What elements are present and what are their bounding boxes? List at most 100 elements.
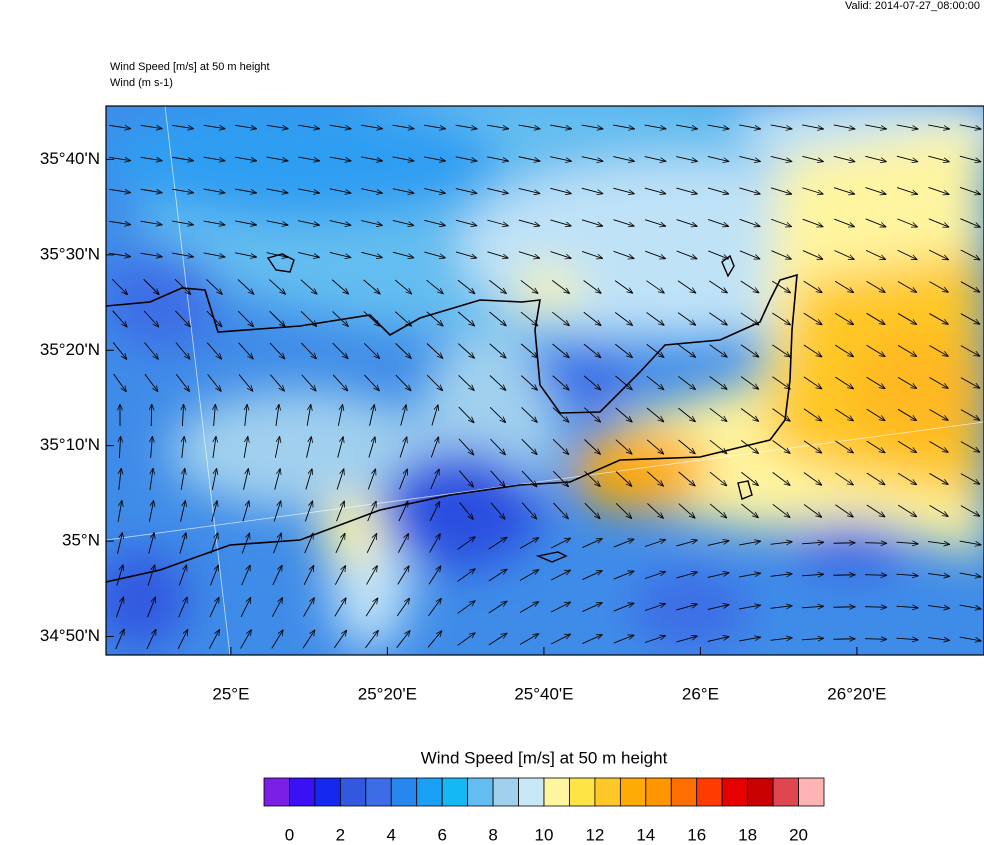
- wind-arrow: [803, 472, 822, 486]
- colorbar-box: [721, 777, 749, 807]
- wind-arrow: [206, 279, 223, 294]
- wind-arrow: [770, 606, 793, 609]
- colorbar-tick-label: 18: [738, 825, 757, 844]
- colorbar-tick-label: 6: [437, 825, 446, 844]
- wind-arrow: [676, 572, 697, 579]
- wind-arrow: [677, 375, 695, 389]
- colorbar-box: [263, 777, 290, 807]
- wind-arrow: [457, 569, 476, 582]
- wind-arrow: [709, 407, 727, 421]
- wind-arrow: [802, 218, 824, 227]
- wind-arrow: [929, 473, 949, 484]
- wind-arrow: [235, 220, 257, 225]
- wind-arrow: [266, 220, 289, 225]
- wind-arrow: [336, 501, 345, 522]
- y-tick-label: 35°N: [62, 531, 100, 550]
- wind-arrow: [172, 220, 194, 225]
- wind-arrow: [960, 218, 980, 228]
- colorbar-title: Wind Speed [m/s] at 50 m height: [421, 748, 668, 767]
- wind-arrow: [458, 343, 474, 359]
- wind-arrow: [803, 312, 823, 325]
- wind-arrow: [644, 604, 666, 611]
- wind-arrow: [772, 440, 791, 454]
- colorbar-box: [339, 777, 367, 807]
- wind-arrow: [361, 251, 382, 257]
- wind-arrow: [211, 468, 216, 490]
- wind-arrow: [960, 377, 980, 389]
- wind-arrow: [550, 251, 572, 259]
- wind-arrow: [644, 219, 666, 227]
- wind-arrow: [429, 501, 440, 522]
- wind-arrow: [332, 342, 348, 359]
- wind-arrow: [172, 124, 194, 128]
- wind-arrow: [929, 377, 948, 389]
- wind-arrow: [835, 440, 853, 453]
- wind-arrow: [960, 249, 981, 260]
- wind-arrow: [613, 571, 634, 580]
- wind-arrow: [329, 188, 352, 193]
- wind-arrow: [584, 439, 600, 455]
- wind-arrow: [235, 188, 257, 193]
- wind-arrow: [518, 187, 540, 193]
- wind-arrow: [178, 565, 186, 586]
- y-tick-label: 35°10'N: [40, 435, 100, 454]
- y-tick-label: 35°30'N: [40, 244, 100, 263]
- wind-arrow: [834, 218, 855, 227]
- wind-arrow: [395, 343, 412, 358]
- wind-arrow: [959, 604, 982, 609]
- wind-arrow: [144, 373, 158, 392]
- wind-arrow: [175, 374, 189, 391]
- wind-arrow: [646, 471, 663, 487]
- wind-arrow: [113, 373, 127, 392]
- wind-arrow: [897, 472, 917, 485]
- wind-arrow: [929, 281, 948, 293]
- wind-arrow: [266, 188, 289, 193]
- colorbar-box: [569, 777, 596, 807]
- wind-arrow: [235, 124, 257, 128]
- wind-arrow: [583, 407, 600, 423]
- wind-arrow: [739, 187, 760, 194]
- wind-arrow: [177, 629, 188, 650]
- colorbar-tick-label: 0: [285, 825, 294, 844]
- wind-arrow: [896, 542, 919, 544]
- wind-arrow: [707, 637, 729, 642]
- colorbar-tick-label: 16: [687, 825, 706, 844]
- wind-arrow: [214, 404, 216, 426]
- wind-arrow: [203, 124, 226, 128]
- wind-arrow: [208, 629, 219, 649]
- wind-arrow: [707, 219, 729, 226]
- wind-arrow: [803, 504, 822, 518]
- wind-arrow: [834, 312, 854, 325]
- x-tick-label: 25°40'E: [514, 684, 573, 703]
- wind-arrow: [273, 501, 281, 522]
- wind-arrow: [304, 501, 312, 522]
- wind-arrow: [241, 533, 249, 554]
- wind-arrow: [424, 124, 446, 129]
- wind-arrow: [866, 312, 886, 324]
- wind-arrow: [237, 279, 254, 295]
- colorbar-tick-label: 8: [488, 825, 497, 844]
- wind-arrow: [306, 436, 312, 458]
- wind-arrow: [140, 220, 163, 225]
- wind-arrow: [206, 310, 222, 327]
- wind-arrow: [582, 634, 602, 644]
- wind-arrow: [429, 533, 441, 553]
- wind-arrow: [615, 439, 632, 455]
- wind-arrow: [677, 312, 696, 326]
- wind-arrow: [770, 124, 793, 129]
- wind-arrow: [332, 311, 348, 326]
- wind-arrow: [179, 532, 186, 554]
- wind-arrow: [772, 408, 791, 422]
- wind-arrow: [333, 630, 347, 649]
- wind-arrow: [274, 468, 281, 490]
- wind-arrow: [366, 533, 377, 554]
- wind-arrow: [770, 574, 793, 577]
- wind-arrow: [487, 156, 509, 161]
- x-tick-label: 26°E: [682, 684, 719, 703]
- wind-arrow: [928, 187, 950, 194]
- wind-arrow: [329, 156, 352, 161]
- wind-arrow: [489, 406, 506, 422]
- wind-arrow: [739, 124, 761, 129]
- wind-arrow: [677, 280, 696, 293]
